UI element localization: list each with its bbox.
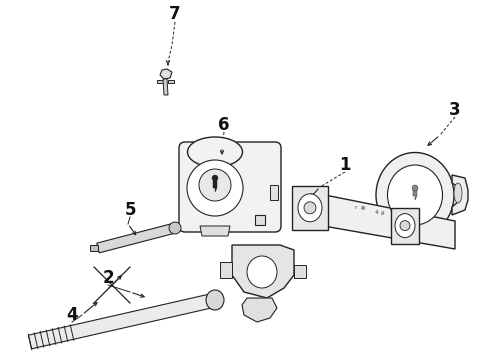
Polygon shape — [160, 69, 172, 79]
Polygon shape — [242, 298, 277, 322]
Polygon shape — [232, 245, 294, 298]
Polygon shape — [391, 208, 419, 244]
Text: 4: 4 — [66, 306, 78, 324]
Circle shape — [412, 185, 418, 191]
Polygon shape — [292, 186, 328, 230]
Polygon shape — [255, 215, 265, 225]
Polygon shape — [413, 188, 417, 200]
Ellipse shape — [388, 165, 442, 225]
Ellipse shape — [188, 137, 243, 167]
Ellipse shape — [169, 222, 181, 234]
Polygon shape — [213, 178, 217, 192]
Text: 7: 7 — [169, 5, 181, 23]
Polygon shape — [220, 262, 232, 278]
Polygon shape — [294, 265, 306, 278]
Polygon shape — [452, 175, 468, 215]
Text: 3: 3 — [449, 101, 461, 119]
Circle shape — [187, 160, 243, 216]
Circle shape — [304, 202, 316, 214]
Ellipse shape — [247, 256, 277, 288]
Polygon shape — [270, 185, 278, 200]
Polygon shape — [200, 226, 230, 236]
FancyBboxPatch shape — [179, 142, 281, 232]
Text: 5: 5 — [124, 201, 136, 219]
Text: 2: 2 — [102, 269, 114, 287]
Circle shape — [212, 175, 218, 181]
Text: r  ≡: r ≡ — [355, 206, 366, 211]
Polygon shape — [90, 245, 98, 251]
Ellipse shape — [298, 194, 322, 222]
Polygon shape — [168, 80, 174, 83]
Polygon shape — [295, 189, 455, 249]
Text: 1: 1 — [339, 156, 351, 174]
Circle shape — [199, 169, 231, 201]
Polygon shape — [28, 293, 217, 349]
Polygon shape — [157, 80, 163, 83]
Text: 6: 6 — [218, 116, 230, 134]
Ellipse shape — [395, 213, 415, 238]
Circle shape — [400, 221, 410, 231]
Ellipse shape — [454, 183, 462, 203]
Ellipse shape — [376, 153, 454, 238]
Polygon shape — [163, 79, 168, 95]
Text: 4  p: 4 p — [375, 210, 385, 215]
Ellipse shape — [206, 290, 224, 310]
Polygon shape — [97, 223, 176, 253]
